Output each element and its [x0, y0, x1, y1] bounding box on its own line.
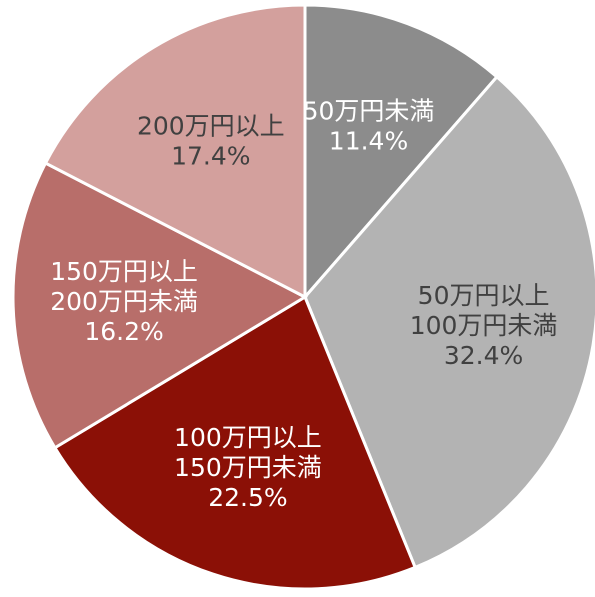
value-label: 11.4%	[329, 126, 408, 155]
value-label: 17.4%	[171, 141, 250, 170]
value-label: 22.5%	[208, 483, 287, 512]
pie-slice	[43, 3, 307, 300]
slice-label: 200万円以上 17.4%	[137, 111, 285, 170]
category-label: 150万円未満	[174, 453, 322, 482]
category-label: 200万円以上	[137, 111, 285, 140]
category-label: 100万円未満	[410, 311, 558, 340]
value-label: 32.4%	[444, 341, 523, 370]
category-label: 200万円未満	[50, 287, 198, 316]
slice-label: 150万円以上 200万円未満 16.2%	[50, 257, 198, 346]
pie-slice	[303, 74, 595, 570]
category-label: 100万円以上	[174, 423, 322, 452]
category-label: 50万円以上	[418, 281, 550, 310]
pie-slice	[11, 161, 309, 450]
pie-slice	[52, 294, 418, 591]
slice-label: 50万円以上 100万円未満 32.4%	[410, 281, 558, 370]
pie-slice	[303, 3, 499, 302]
slice-label: 50万円未満 11.4%	[303, 96, 435, 155]
category-label: 150万円以上	[50, 257, 198, 286]
category-label: 50万円未満	[303, 96, 435, 125]
value-label: 16.2%	[84, 317, 163, 346]
slice-label: 100万円以上 150万円未満 22.5%	[174, 423, 322, 512]
